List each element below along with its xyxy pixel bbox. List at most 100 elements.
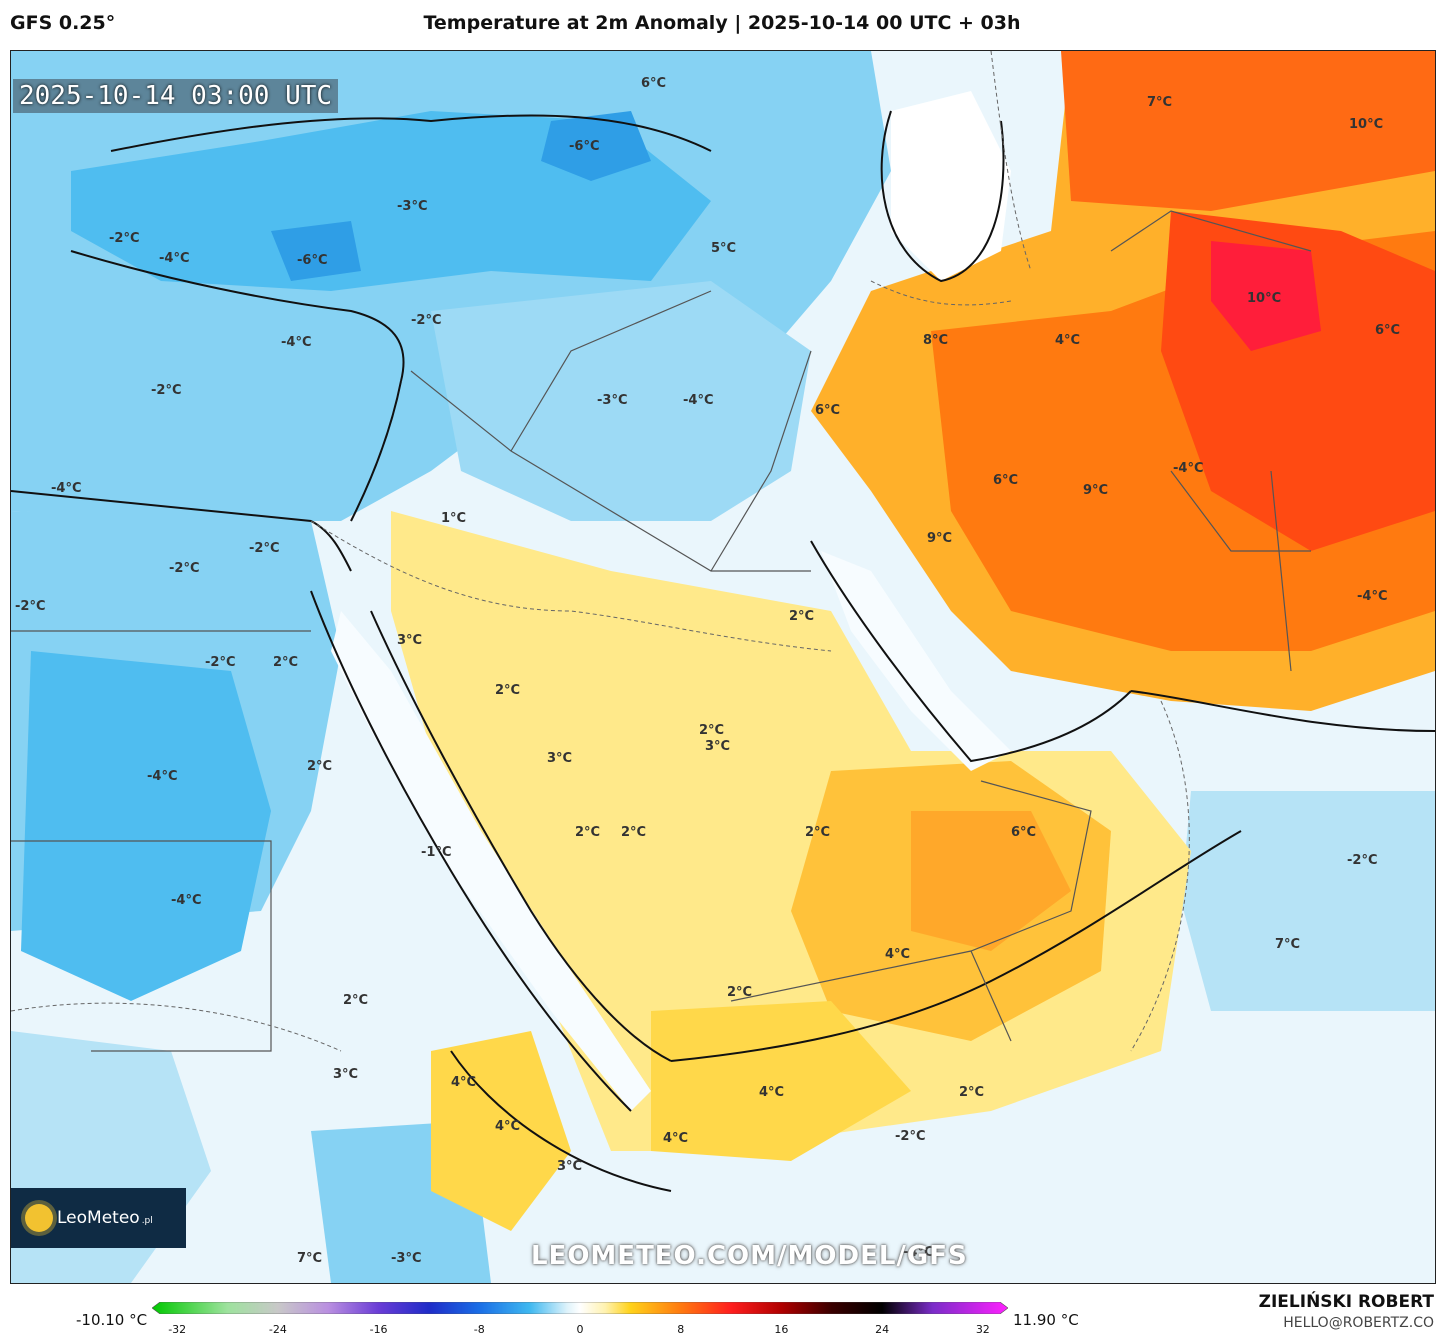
temperature-label: 3°C [397, 633, 423, 648]
temperature-label: 2°C [307, 759, 333, 774]
coastline-gulf [810, 540, 1132, 763]
sun-icon [25, 1204, 53, 1232]
colorbar-tick-label: 32 [975, 1323, 990, 1336]
temperature-label: 9°C [927, 531, 953, 546]
temperature-label: 2°C [343, 993, 369, 1008]
temperature-label: 7°C [1147, 95, 1173, 110]
temperature-label: 4°C [663, 1131, 689, 1146]
colorbar-tick-label: 16 [774, 1323, 789, 1336]
warm-area-yemen [651, 1001, 911, 1161]
temperature-label: -4°C [683, 393, 714, 408]
temperature-label: 2°C [789, 609, 815, 624]
temperature-label: -2°C [15, 599, 46, 614]
colorbar-body [152, 1302, 1008, 1314]
temperature-label: -2°C [249, 541, 280, 556]
model-name: GFS 0.25° [10, 12, 116, 34]
temperature-label: 4°C [495, 1119, 521, 1134]
temperature-label: 6°C [641, 76, 667, 91]
colorbar-tick-label: -32 [168, 1323, 187, 1336]
temperature-label: 1°C [441, 511, 467, 526]
temperature-label: 2°C [805, 825, 831, 840]
red-sea [331, 611, 651, 1111]
temperature-label: -1°C [421, 845, 452, 860]
temperature-label: -3°C [391, 1251, 422, 1266]
temperature-label: 6°C [1375, 323, 1401, 338]
country-borders [11, 210, 1312, 1052]
temperature-label: -3°C [397, 199, 428, 214]
temperature-label: 4°C [759, 1085, 785, 1100]
temperature-label: 2°C [495, 683, 521, 698]
temperature-label: 2°C [575, 825, 601, 840]
coastline-black-sea [110, 114, 712, 152]
temperature-label: -4°C [51, 481, 82, 496]
temperature-label: 7°C [1275, 937, 1301, 952]
temperature-label: -2°C [169, 561, 200, 576]
temperature-label: -4°C [1173, 461, 1204, 476]
leometeo-logo[interactable]: LeoMeteo .pl [11, 1188, 186, 1248]
warm-core-arabia-2 [911, 811, 1071, 951]
temperature-label: -2°C [895, 1129, 926, 1144]
temperature-label: 4°C [885, 947, 911, 962]
temperature-label: -2°C [1347, 853, 1378, 868]
warm-area-ethiopia [431, 1031, 571, 1231]
temperature-label: -2°C [151, 383, 182, 398]
cold-core-africa [21, 651, 271, 1001]
map-title: Temperature at 2m Anomaly | 2025-10-14 0… [423, 12, 1021, 34]
temperature-label: 2°C [621, 825, 647, 840]
map-canvas[interactable]: 2025-10-14 03:00 UTC 6°C -6°C -3°C -2°C -4°C… [10, 50, 1436, 1284]
cold-spot-1 [541, 111, 651, 181]
temperature-label: -4°C [903, 1245, 934, 1260]
colorbar-tick-label: -16 [369, 1323, 388, 1336]
valid-time-label: 2025-10-14 03:00 UTC [13, 79, 339, 113]
cold-spot-2 [271, 221, 361, 281]
temperature-label: 2°C [959, 1085, 985, 1100]
temperature-label: 4°C [1055, 333, 1081, 348]
temperature-label: 4°C [451, 1075, 477, 1090]
temperature-label: -2°C [205, 655, 236, 670]
logo-suffix: .pl [141, 1216, 153, 1226]
temperature-label: -3°C [597, 393, 628, 408]
coastline-turkey-south [70, 250, 405, 382]
temperature-label: 2°C [273, 655, 299, 670]
coastline-red-sea-west [310, 590, 632, 1112]
temperature-label: 2°C [727, 985, 753, 1000]
temperature-label: 6°C [993, 473, 1019, 488]
colorbar-tick-label: 0 [576, 1323, 584, 1336]
temperature-label: -4°C [159, 251, 190, 266]
hot-spot-afghan [1211, 241, 1321, 351]
colorbar-tick-label: 24 [875, 1323, 890, 1336]
cool-area-iraq [431, 281, 811, 521]
coastline-arabia-south [670, 830, 1242, 1062]
logo-text: LeoMeteo [57, 1208, 140, 1228]
author-name: ZIELIŃSKI ROBERT [1258, 1292, 1434, 1312]
temperature-label: 6°C [1011, 825, 1037, 840]
colorbar [152, 1302, 1008, 1314]
temperature-label: 3°C [705, 739, 731, 754]
temperature-label: -4°C [171, 893, 202, 908]
temperature-label: 8°C [923, 333, 949, 348]
temperature-label: 7°C [297, 1251, 323, 1266]
temperature-label: 10°C [1247, 291, 1282, 306]
temperature-label: -2°C [411, 313, 442, 328]
temperature-label: 5°C [711, 241, 737, 256]
temperature-label: -4°C [147, 769, 178, 784]
coastline-horn [450, 1050, 672, 1192]
temperature-label: 6°C [815, 403, 841, 418]
coastline-levant [350, 380, 402, 522]
colorbar-max-label: 11.90 °C [1013, 1311, 1079, 1329]
colorbar-tick-label: -24 [268, 1323, 287, 1336]
temperature-label: 3°C [557, 1159, 583, 1174]
temperature-label: 9°C [1083, 483, 1109, 498]
temperature-label: -2°C [109, 231, 140, 246]
colorbar-min-label: -10.10 °C [76, 1311, 148, 1329]
coastline-africa-north [11, 490, 352, 572]
temperature-label: 3°C [547, 751, 573, 766]
coastline-red-sea-east [370, 610, 672, 1062]
temperature-label: -6°C [297, 253, 328, 268]
temperature-label: -6°C [569, 139, 600, 154]
coastline-caspian [880, 110, 1005, 283]
persian-gulf [821, 551, 1011, 771]
author-email[interactable]: HELLO@ROBERTZ.CO [1283, 1315, 1434, 1331]
colorbar-tick-label: 8 [677, 1323, 685, 1336]
temperature-label: -4°C [281, 335, 312, 350]
